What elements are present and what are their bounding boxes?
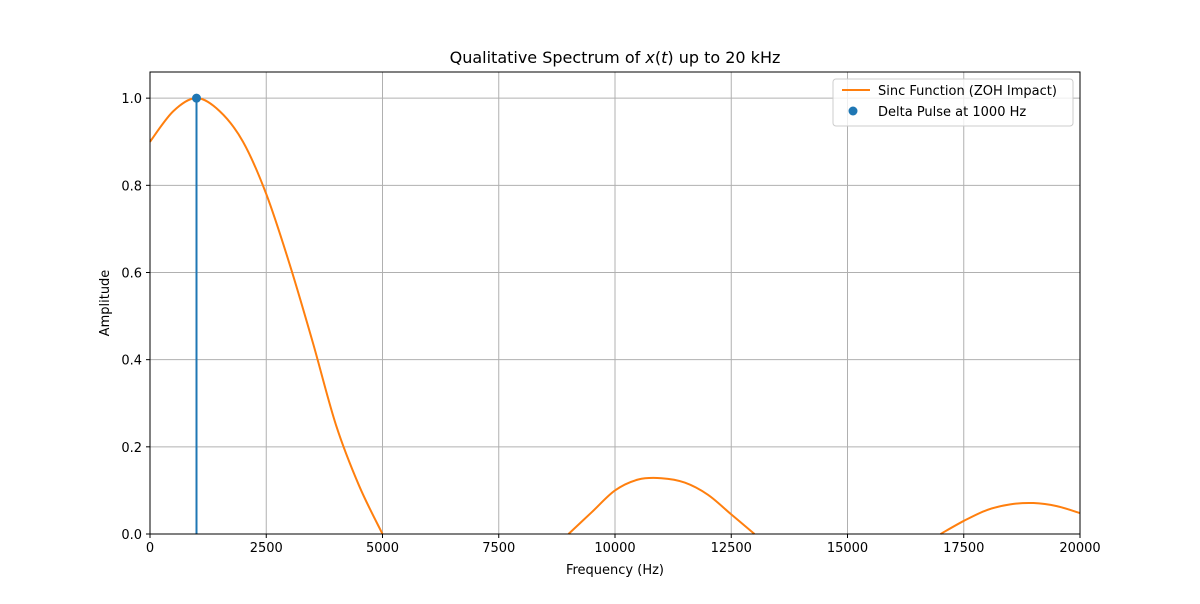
chart-title-prefix: Qualitative Spectrum of [450, 48, 646, 67]
x-tick-label: 15000 [827, 541, 868, 556]
x-tick-label: 20000 [1059, 541, 1100, 556]
chart-title-suffix: up to 20 kHz [674, 48, 781, 67]
tick-layer: 0 2500 5000 7500 10000 12500 15000 17500 20000 0.… [121, 92, 1100, 556]
series-layer [149, 93, 1081, 535]
y-axis-label: Amplitude [98, 270, 113, 337]
y-tick-label: 0.0 [121, 528, 142, 543]
legend-swatch-delta [848, 106, 858, 116]
x-tick-label: 0 [146, 541, 154, 556]
grid-layer [149, 72, 1081, 535]
x-axis-label: Frequency (Hz) [566, 563, 664, 578]
y-tick-label: 0.6 [121, 266, 142, 281]
chart-title: Qualitative Spectrum of x(t) up to 20 kH… [450, 48, 781, 67]
legend: Sinc Function (ZOH Impact) Delta Pulse a… [832, 78, 1074, 127]
legend-box [832, 78, 1074, 127]
y-tick-label: 0.4 [121, 354, 142, 369]
chart-title-paren-close: ) [667, 48, 673, 67]
x-tick-label: 10000 [594, 541, 635, 556]
x-tick-label: 12500 [711, 541, 752, 556]
x-tick-label: 7500 [482, 541, 515, 556]
legend-label-delta: Delta Pulse at 1000 Hz [878, 105, 1026, 120]
chart-title-math-x: x [644, 48, 655, 67]
y-tick-label: 1.0 [121, 92, 142, 107]
y-tick-label: 0.8 [121, 179, 142, 194]
y-tick-label: 0.2 [121, 441, 142, 456]
x-tick-label: 2500 [250, 541, 283, 556]
sinc-series-line [567, 476, 756, 535]
chart-title-paren-open: ( [655, 48, 661, 67]
legend-label-sinc: Sinc Function (ZOH Impact) [878, 84, 1057, 99]
x-tick-label: 17500 [943, 541, 984, 556]
sinc-series-line [940, 501, 1081, 535]
chart-title-math-t: t [661, 48, 668, 67]
delta-stem-marker [192, 93, 201, 103]
x-tick-label: 5000 [366, 541, 399, 556]
